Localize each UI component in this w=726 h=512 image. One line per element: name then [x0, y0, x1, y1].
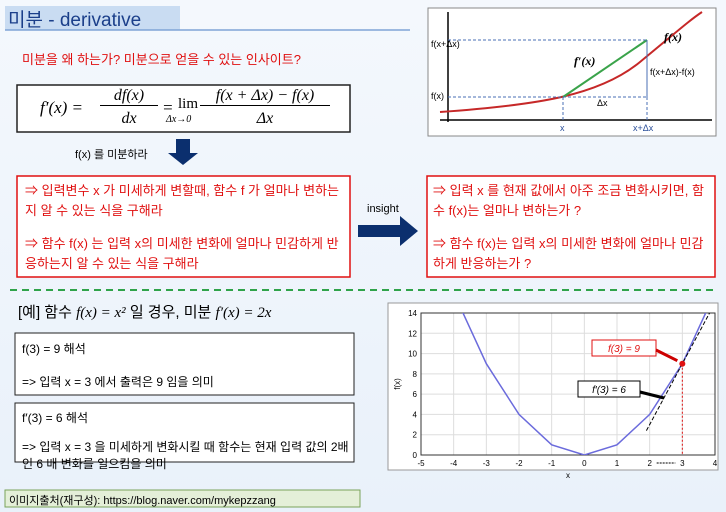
- title: 미분 - derivative: [8, 10, 142, 31]
- x-tick-label: -5: [417, 459, 425, 468]
- heading-part: [예] 함수: [18, 304, 72, 321]
- left-item: ⇒ 함수 f(x) 는 입력 x의 미세한 변화에 얼마나 민감하게 반응하는지…: [25, 236, 339, 271]
- y-tick-label: 4: [413, 410, 418, 419]
- formula-eq: =: [162, 98, 174, 117]
- step-label: f(x) 를 미분하라: [75, 149, 148, 161]
- formula-lhs: f′(x) =: [40, 98, 84, 117]
- tangent-line: [645, 313, 711, 431]
- chart-frame: [387, 302, 719, 471]
- example-box: [14, 332, 355, 396]
- annotation-box: [577, 380, 641, 398]
- x-tick-label: 4: [713, 459, 718, 468]
- y-tick-label: 10: [408, 350, 417, 359]
- title-band: [5, 6, 180, 30]
- annotation: f′(3) = 6: [592, 385, 626, 396]
- y-tick-label: 14: [408, 309, 417, 318]
- y-tick-label: 2: [413, 431, 418, 440]
- annotation-arrow: [639, 390, 665, 400]
- plot-area: [462, 313, 711, 455]
- box-title: f′(3) = 6 해석: [22, 411, 89, 425]
- box-body: => 입력 x = 3 에서 출력은 9 임을 의미: [22, 375, 214, 389]
- box-title: f(3) = 9 해석: [22, 342, 86, 356]
- formula-num: df(x): [100, 87, 158, 106]
- y-tick-label: 6: [413, 390, 418, 399]
- line: [462, 313, 707, 455]
- formula-box: [16, 84, 351, 133]
- x-tick-label: -2: [515, 459, 523, 468]
- annotation: f(3) = 9: [608, 344, 640, 355]
- arrow-label: insight: [367, 203, 399, 215]
- x-tick-label: 1: [615, 459, 620, 468]
- diagram-curve: [439, 11, 703, 113]
- left-text: ⇒ 입력변수 x 가 미세하게 변할때, 함수 f 가 얼마나 변하는지 알 수…: [25, 181, 345, 274]
- box-body: => 입력 x = 3 을 미세하게 변화시킬 때 함수는 현재 입력 값의 2…: [22, 440, 349, 471]
- example-heading: [예] 함수 f(x) = x² 일 경우, 미분 f′(x) = 2x: [18, 301, 271, 322]
- right-item: ⇒ 함수 f(x)는 입력 x의 미세한 변화에 얼마나 민감하게 반응하는가 …: [433, 236, 704, 271]
- annotation-arrow: [655, 348, 679, 363]
- example-box: [14, 402, 355, 463]
- diagram-label: f(x): [431, 91, 444, 101]
- question: 미분을 왜 하는가? 미분으로 얻을 수 있는 인사이트?: [22, 52, 301, 67]
- formula-den: Δx: [256, 110, 274, 127]
- x-axis-label: x: [566, 471, 570, 480]
- diagram-label: x+Δx: [633, 123, 654, 133]
- x-tick-label: -1: [548, 459, 556, 468]
- x-tick-label: 2: [647, 459, 652, 468]
- x-tick-label: -3: [483, 459, 491, 468]
- annotation-box: [591, 339, 657, 357]
- heading-part: 일 경우, 미분: [129, 304, 212, 321]
- left-box: [16, 175, 351, 278]
- diagram-label: f′(x): [574, 54, 596, 68]
- insight-arrow: [358, 216, 418, 246]
- right-text: ⇒ 입력 x 를 현재 값에서 아주 조금 변화시키면, 함수 f(x)는 얼마…: [433, 181, 711, 274]
- x-tick-label: 0: [582, 459, 587, 468]
- diagram-frame: [427, 7, 717, 137]
- heading-part: f′(x) = 2x: [215, 305, 272, 321]
- x-tick-label: 3: [680, 459, 685, 468]
- right-box: [426, 175, 716, 278]
- formula-lim-sub: Δx→0: [166, 114, 192, 125]
- diagram-label: x: [560, 123, 565, 133]
- heading-part: f(x) = x²: [76, 305, 126, 321]
- diagram-label: f(x+Δx): [431, 39, 460, 49]
- diagram-label: Δx: [597, 98, 608, 108]
- formula-den: dx: [121, 110, 137, 127]
- right-item: ⇒ 입력 x 를 현재 값에서 아주 조금 변화시키면, 함수 f(x)는 얼마…: [433, 183, 704, 218]
- down-arrow: [168, 139, 198, 165]
- diagram-label: f(x+Δx)-f(x): [650, 67, 695, 77]
- secant: [562, 39, 648, 98]
- formula-num: f(x + Δx) − f(x): [200, 87, 330, 106]
- y-axis-label: f(x): [393, 378, 402, 390]
- y-tick-label: 0: [413, 451, 418, 460]
- y-tick-label: 8: [413, 370, 418, 379]
- x-tick-label: -4: [450, 459, 458, 468]
- footer-box: [4, 489, 361, 508]
- diagram-label: f(x): [664, 30, 682, 44]
- left-item: ⇒ 입력변수 x 가 미세하게 변할때, 함수 f 가 얼마나 변하는지 알 수…: [25, 183, 340, 218]
- formula-lim: lim: [178, 96, 199, 112]
- footer: 이미지출처(재구성): https://blog.naver.com/mykep…: [9, 495, 276, 507]
- point: [679, 360, 686, 367]
- y-tick-label: 12: [408, 329, 417, 338]
- plot-border: [420, 312, 716, 456]
